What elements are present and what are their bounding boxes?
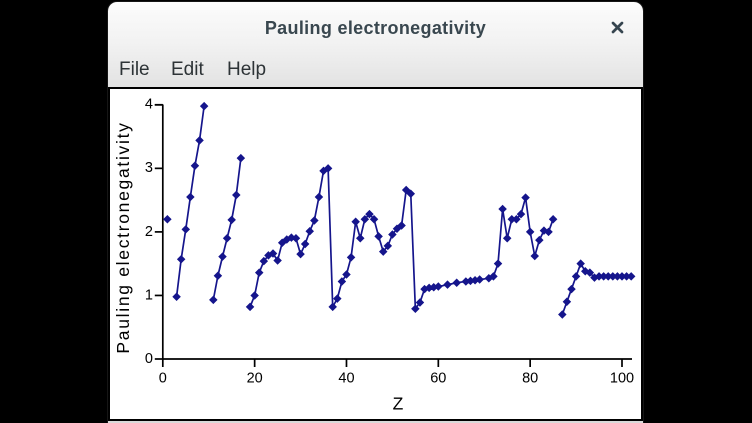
svg-text:2: 2	[145, 224, 153, 240]
svg-text:Z: Z	[393, 394, 404, 414]
svg-text:3: 3	[145, 160, 153, 176]
svg-text:100: 100	[610, 371, 634, 387]
svg-text:40: 40	[338, 371, 354, 387]
svg-text:20: 20	[247, 371, 263, 387]
svg-text:Pauling electronegativity: Pauling electronegativity	[113, 121, 133, 353]
svg-text:80: 80	[522, 371, 538, 387]
svg-text:60: 60	[430, 371, 446, 387]
svg-text:1: 1	[145, 287, 153, 303]
svg-text:0: 0	[145, 351, 153, 367]
svg-text:0: 0	[159, 371, 167, 387]
svg-text:4: 4	[145, 97, 153, 113]
